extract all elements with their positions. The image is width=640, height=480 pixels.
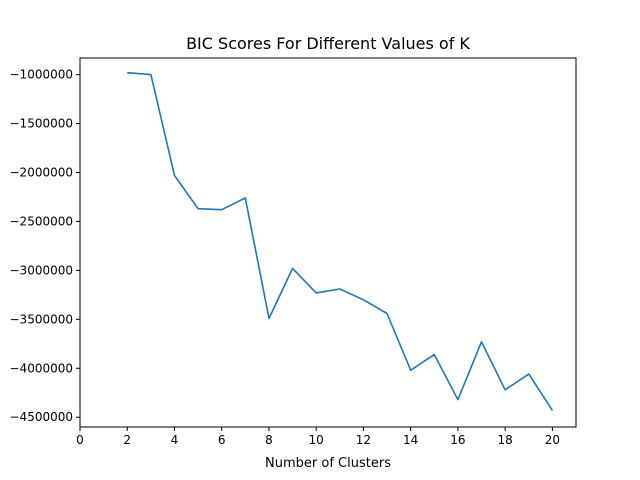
- x-tick-label: 20: [545, 433, 560, 447]
- x-tick-label: 6: [218, 433, 226, 447]
- y-tick-label: −1500000: [10, 117, 74, 131]
- x-tick-label: 16: [450, 433, 465, 447]
- y-tick-label: −4000000: [10, 361, 74, 375]
- x-tick-label: 0: [76, 433, 84, 447]
- x-tick-label: 2: [123, 433, 131, 447]
- bic-series-line: [127, 71, 554, 411]
- y-tick-label: −1000000: [10, 68, 74, 82]
- plot-frame: [79, 57, 577, 428]
- x-tick-label: 4: [171, 433, 179, 447]
- x-tick-label: 8: [265, 433, 273, 447]
- x-axis: 0 2 4 6 8 10 12 14 16 18 20: [76, 427, 560, 447]
- y-tick-label: −4500000: [10, 410, 74, 424]
- x-tick-label: 18: [498, 433, 513, 447]
- y-axis: −1000000 −1500000 −2000000 −2500000 −3000000…: [10, 68, 80, 424]
- chart-title: BIC Scores For Different Values of K: [186, 34, 470, 53]
- y-tick-label: −3500000: [10, 312, 74, 326]
- plot-area: [127, 71, 554, 411]
- y-tick-label: −2500000: [10, 214, 74, 228]
- y-tick-label: −3000000: [10, 263, 74, 277]
- x-tick-label: 14: [403, 433, 418, 447]
- x-tick-label: 10: [309, 433, 324, 447]
- x-tick-label: 12: [356, 433, 371, 447]
- x-axis-label: Number of Clusters: [265, 456, 391, 471]
- y-tick-label: −2000000: [10, 166, 74, 180]
